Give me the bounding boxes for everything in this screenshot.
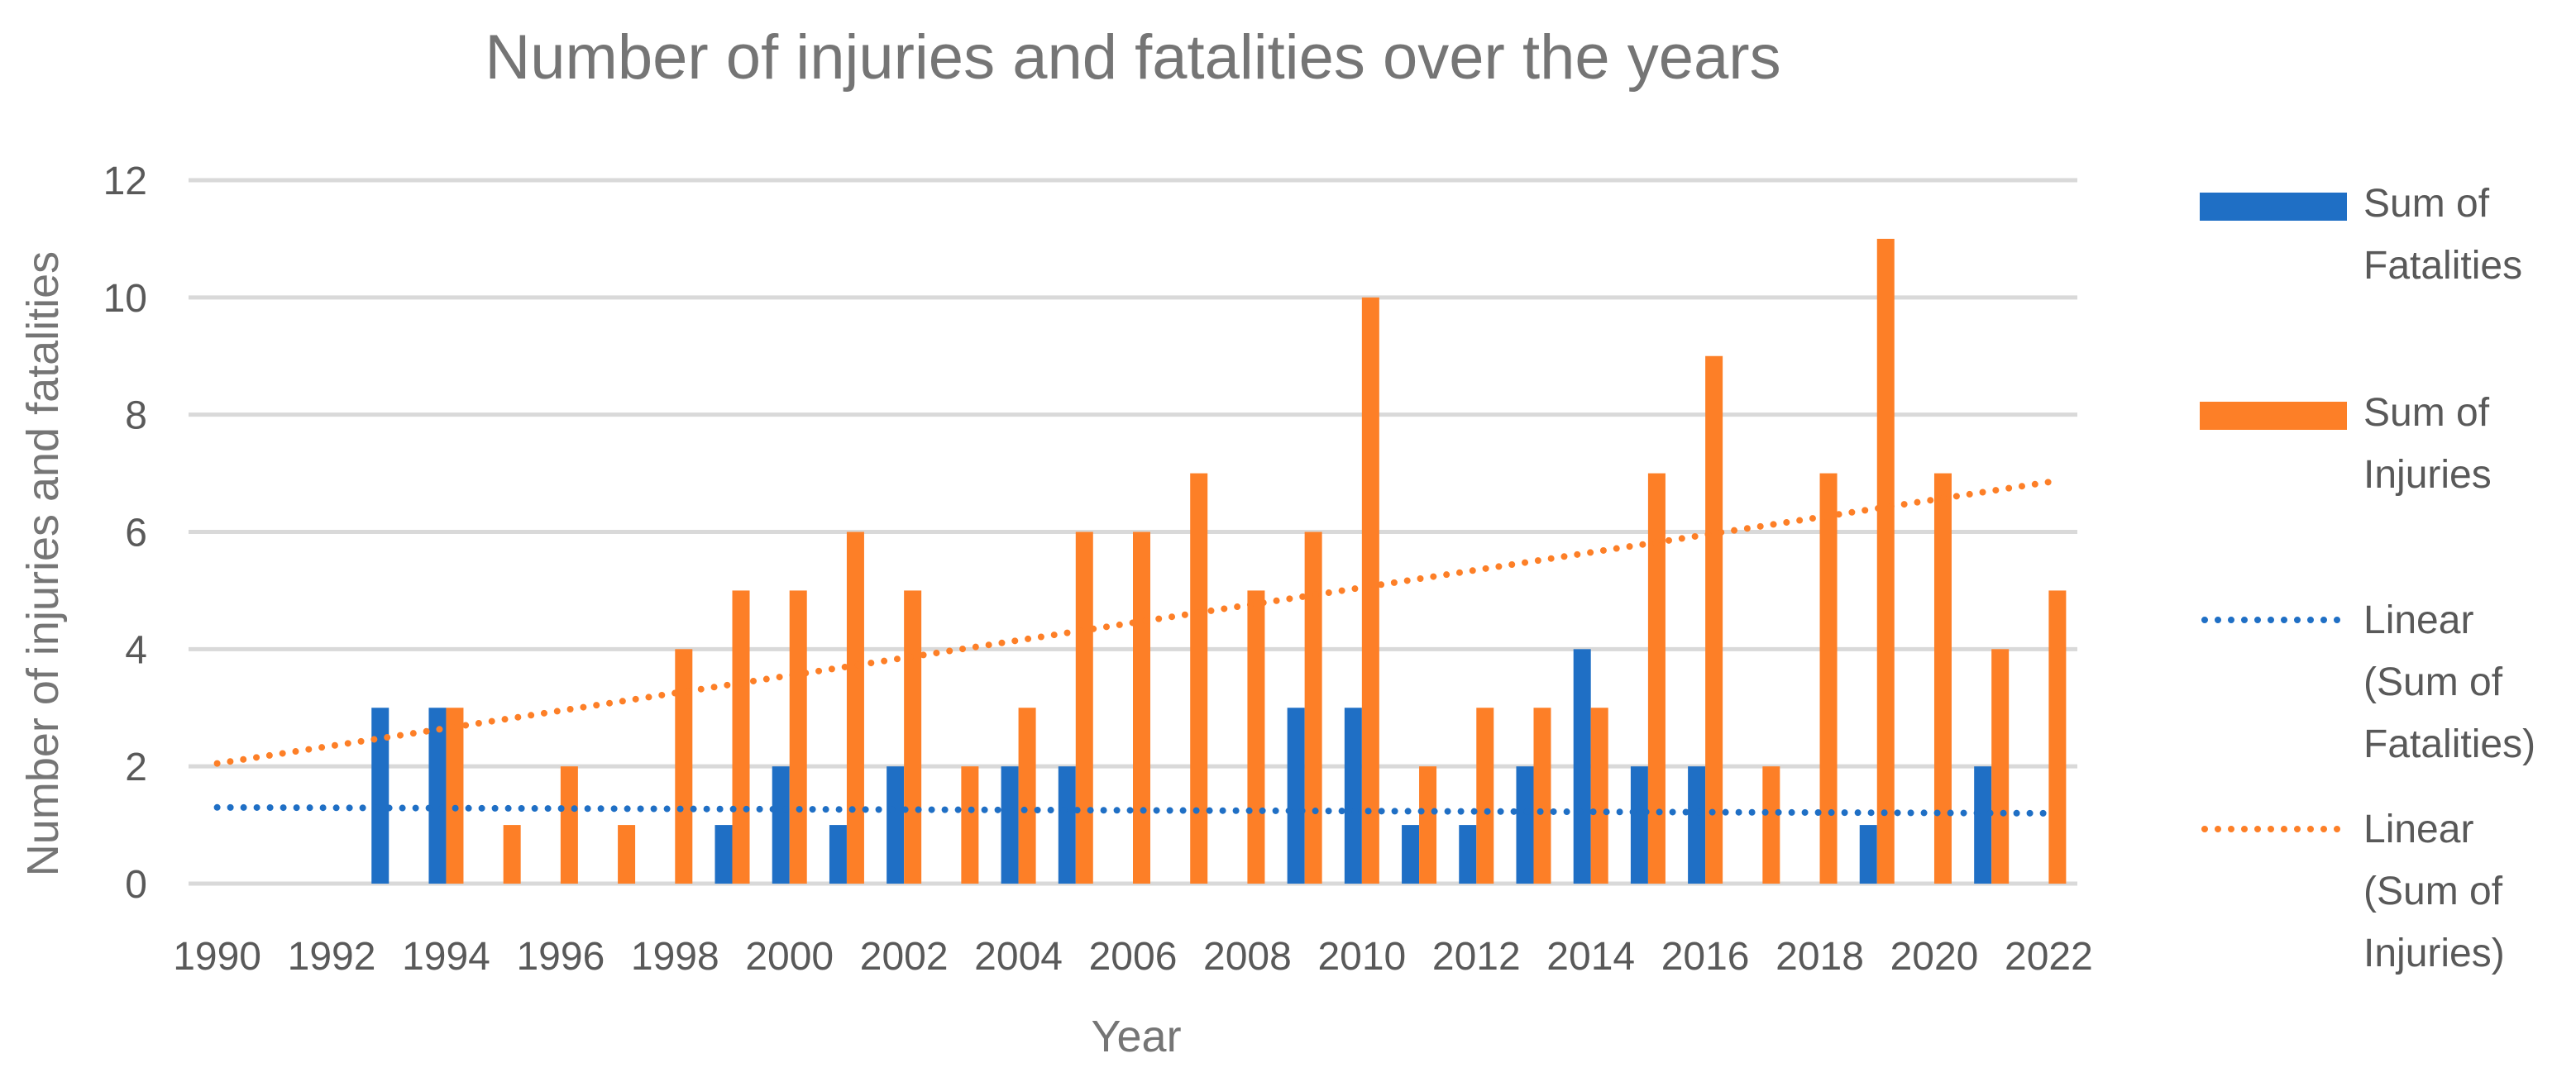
x-tick-label: 1996 [516, 935, 605, 979]
x-tick-label: 1992 [288, 935, 376, 979]
x-tick-label: 2004 [974, 935, 1063, 979]
chart-title: Number of injuries and fatalities over t… [485, 22, 1780, 93]
bar-injuries-2021 [1991, 649, 2010, 884]
bar-fatalities-2021 [1974, 766, 1992, 884]
legend-label: Injuries) [2363, 932, 2505, 975]
bar-injuries-2003 [961, 766, 979, 884]
bar-injuries-2014 [1590, 708, 1608, 884]
legend: Sum of Fatalities Sum of Injuries Linear (Sum… [2200, 182, 2535, 975]
x-axis-title: Year [1091, 1012, 1181, 1061]
legend-label: Sum of [2363, 182, 2490, 226]
legend-label: Linear [2363, 808, 2473, 851]
legend-swatch-fatalities [2200, 193, 2347, 221]
bar-injuries-2020 [1933, 473, 1952, 884]
legend-label: (Sum of [2363, 660, 2503, 704]
bar-fatalities-2012 [1459, 825, 1477, 884]
x-tick-label: 2002 [860, 935, 949, 979]
x-tick-label: 2022 [2005, 935, 2093, 979]
bar-fatalities-2016 [1688, 766, 1706, 884]
trendline-fatalities [213, 803, 2053, 817]
legend-label: (Sum of [2363, 870, 2503, 913]
x-tick-label: 2018 [1775, 935, 1864, 979]
bar-injuries-2002 [904, 590, 922, 884]
bar-fatalities-1999 [714, 825, 733, 884]
x-tick-label: 1990 [173, 935, 261, 979]
bar-fatalities-2001 [829, 825, 847, 884]
x-tick-label: 1998 [631, 935, 719, 979]
x-tick-label: 2010 [1317, 935, 1406, 979]
bar-fatalities-2015 [1630, 766, 1648, 884]
bar-injuries-1994 [446, 708, 464, 884]
bar-injuries-2009 [1304, 531, 1322, 884]
x-tick-label: 2006 [1089, 935, 1178, 979]
x-tick-label: 2008 [1203, 935, 1292, 979]
bar-fatalities-2010 [1344, 708, 1362, 884]
y-tick-label: 8 [125, 394, 147, 438]
x-tick-label: 2020 [1890, 935, 1979, 979]
bar-fatalities-2004 [1001, 766, 1019, 884]
bar-injuries-1997 [618, 825, 636, 884]
bar-injuries-2005 [1075, 531, 1093, 884]
bars [371, 238, 2067, 884]
bar-fatalities-2002 [887, 766, 905, 884]
bar-fatalities-2019 [1859, 825, 1877, 884]
bar-injuries-2004 [1018, 708, 1036, 884]
y-tick-label: 6 [125, 512, 147, 555]
bar-injuries-2006 [1133, 531, 1150, 884]
legend-label: Fatalities [2363, 244, 2522, 288]
y-tick-label: 0 [125, 863, 147, 907]
bar-injuries-1995 [503, 825, 521, 884]
legend-label: Linear [2363, 598, 2473, 642]
bar-injuries-2013 [1533, 708, 1551, 884]
bar-injuries-1996 [560, 766, 578, 884]
bar-injuries-2001 [846, 531, 864, 884]
legend-label: Injuries [2363, 453, 2492, 497]
bar-fatalities-1994 [428, 708, 447, 884]
y-tick-label: 10 [103, 277, 147, 321]
bar-fatalities-2011 [1402, 825, 1420, 884]
bar-injuries-2010 [1361, 297, 1379, 884]
y-tick-label: 4 [125, 628, 147, 672]
x-tick-label: 2016 [1661, 935, 1750, 979]
bar-injuries-2018 [1819, 473, 1838, 884]
bar-injuries-2019 [1876, 238, 1895, 884]
bar-fatalities-2009 [1287, 708, 1305, 884]
x-tick-label: 1994 [402, 935, 490, 979]
bar-injuries-1998 [675, 649, 693, 884]
bar-injuries-2017 [1762, 766, 1780, 884]
x-axis-ticks: 1990 1992 1994 1996 1998 2000 2002 2004 2006 2008… [173, 935, 2093, 979]
x-tick-label: 2000 [745, 935, 834, 979]
x-tick-label: 2012 [1432, 935, 1521, 979]
y-axis-title: Number of injuries and fatalities [18, 251, 68, 876]
bar-injuries-1999 [732, 590, 750, 884]
legend-label: Sum of [2363, 391, 2490, 435]
bar-injuries-2015 [1647, 473, 1666, 884]
bar-fatalities-2000 [772, 766, 790, 884]
bar-injuries-2008 [1247, 590, 1265, 884]
legend-swatch-injuries [2200, 402, 2347, 430]
bar-fatalities-2005 [1058, 766, 1076, 884]
trendlines [213, 479, 2053, 817]
bar-fatalities-1993 [371, 708, 390, 884]
bar-injuries-2022 [2048, 590, 2067, 884]
bar-fatalities-2014 [1573, 649, 1591, 884]
y-tick-label: 2 [125, 746, 147, 789]
y-tick-label: 12 [103, 160, 147, 203]
y-axis-ticks: 0 2 4 6 8 10 12 [103, 160, 147, 907]
bar-injuries-2000 [789, 590, 807, 884]
trendline-injuries [213, 479, 2053, 767]
bar-injuries-2011 [1419, 766, 1437, 884]
legend-label: Fatalities) [2363, 722, 2535, 766]
bar-fatalities-2013 [1516, 766, 1534, 884]
x-tick-label: 2014 [1546, 935, 1635, 979]
bar-injuries-2016 [1705, 355, 1723, 884]
bar-injuries-2012 [1476, 708, 1494, 884]
bar-injuries-2007 [1190, 473, 1208, 884]
